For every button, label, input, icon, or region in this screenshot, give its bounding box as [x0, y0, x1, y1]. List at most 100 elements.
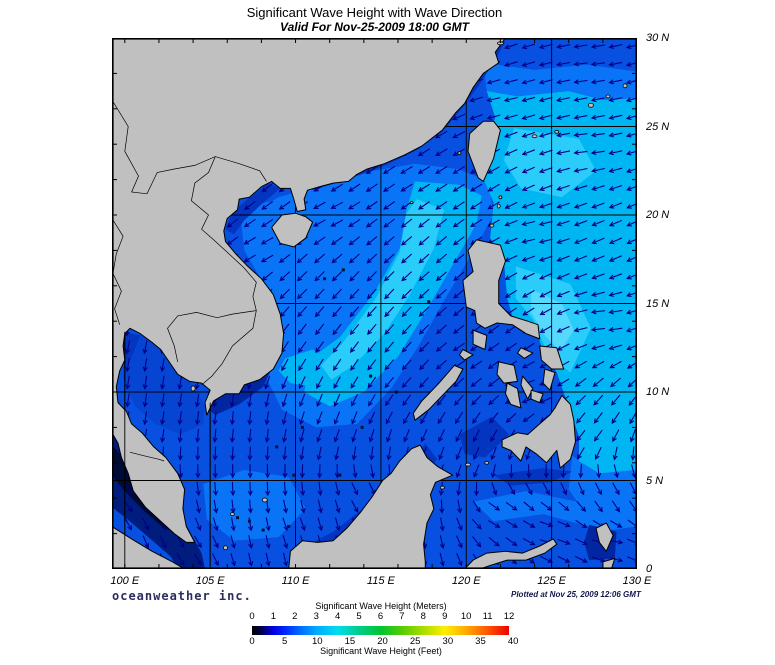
meters-tick: 4	[335, 611, 341, 622]
reef-speck	[360, 425, 364, 429]
small-island	[229, 512, 235, 517]
legend-title-meters: Significant Wave Height (Meters)	[315, 601, 447, 611]
meters-tick: 2	[292, 611, 298, 622]
reef-speck	[323, 277, 327, 281]
feet-tick: 25	[409, 636, 421, 647]
meters-tick: 0	[249, 611, 255, 622]
small-island	[484, 460, 490, 465]
sea-region-celebes-streak	[473, 491, 617, 529]
lat-label: 30 N	[646, 32, 670, 44]
lon-label: 115 E	[366, 575, 395, 587]
sea-region-tonkin-west-fringe	[225, 183, 281, 235]
country-border	[129, 451, 165, 462]
land-sumatra	[112, 526, 186, 569]
small-island	[457, 151, 462, 155]
reef-speck	[341, 268, 345, 272]
sea-region-pacific-light-band	[483, 62, 637, 100]
country-border	[191, 156, 257, 311]
land-negros	[505, 382, 522, 409]
lat-label: 15 N	[646, 297, 670, 310]
small-island	[223, 545, 228, 551]
page-title: Significant Wave Height with Wave Direct…	[246, 5, 503, 20]
land-panay	[496, 361, 518, 384]
country-border	[201, 310, 257, 386]
land-mindanao	[501, 395, 576, 469]
land-cebu	[520, 375, 534, 400]
meters-tick: 6	[377, 611, 384, 622]
lat-label: 5 N	[646, 474, 664, 487]
lon-label: 130 E	[622, 575, 652, 587]
reef-speck	[427, 300, 431, 304]
land-taiwan	[467, 120, 501, 182]
small-island	[409, 201, 414, 205]
land-luzon	[462, 239, 541, 340]
sea-region-gulf-thailand	[123, 331, 205, 435]
map-svg	[112, 38, 637, 569]
lon-label: 110 E	[281, 575, 310, 587]
meters-tick: 10	[460, 611, 472, 622]
map-plot	[112, 38, 637, 569]
lat-label: 20 N	[646, 209, 670, 221]
reef-speck	[235, 516, 239, 520]
small-island	[554, 129, 560, 134]
meters-tick: 9	[442, 611, 448, 622]
legend-title-feet: Significant Wave Height (Feet)	[320, 646, 442, 656]
small-island	[190, 385, 196, 392]
country-border	[112, 99, 267, 195]
sea-region-scs-cyan-blob-sw	[278, 349, 332, 387]
land-samar	[539, 345, 565, 370]
meters-tick: 3	[313, 611, 319, 622]
land-masbate	[517, 347, 534, 359]
lon-label: 105 E	[195, 575, 225, 587]
land-busuanga	[458, 349, 474, 361]
feet-tick: 30	[442, 636, 454, 647]
small-island	[496, 203, 501, 209]
valid-time-subtitle: Valid For Nov-25-2009 18:00 GMT	[280, 20, 469, 34]
lat-label: 10 N	[646, 386, 670, 398]
sea-region-pacific-bright-ne	[503, 128, 596, 198]
sea-region-scs-bright-core	[321, 199, 445, 380]
land-palawan	[412, 364, 464, 421]
lat-label: 0	[646, 563, 653, 575]
country-border	[167, 310, 257, 362]
land-mainland-asia	[112, 38, 506, 543]
land-halmahera-1	[595, 522, 614, 552]
small-island	[439, 485, 445, 490]
feet-tick: 35	[475, 636, 486, 647]
sea-region-sunda-light-patch	[203, 469, 306, 541]
meters-tick: 7	[399, 611, 405, 622]
land-mindoro	[472, 329, 488, 350]
meters-tick: 12	[503, 611, 515, 622]
lat-label: 25 N	[646, 120, 670, 133]
small-island	[498, 195, 503, 200]
feet-tick: 0	[249, 636, 255, 647]
feet-tick: 15	[344, 636, 356, 647]
small-island	[465, 462, 471, 467]
lon-label: 100 E	[110, 575, 140, 587]
meters-tick: 1	[270, 611, 277, 622]
reef-speck	[287, 525, 291, 529]
feet-tick: 10	[311, 636, 323, 647]
land-sulawesi	[464, 538, 558, 569]
reef-speck	[292, 473, 296, 477]
small-island	[531, 134, 538, 139]
feet-tick: 5	[281, 636, 288, 647]
plotted-at-timestamp: Plotted at Nov 25, 2009 12:06 GMT	[511, 590, 641, 599]
sea-region-pale-core-e-luzon	[531, 289, 574, 352]
lon-label: 120 E	[451, 575, 481, 587]
sea-region-mindanao-south-fringe	[493, 468, 573, 486]
reef-speck	[338, 473, 342, 477]
land-hainan	[271, 212, 314, 248]
land-borneo	[288, 444, 454, 569]
reef-speck	[275, 445, 279, 449]
small-island	[489, 223, 495, 228]
feet-tick: 20	[377, 636, 388, 647]
feet-tick: 40	[507, 636, 519, 647]
sea-region-gulf-nw-fringe	[121, 331, 141, 368]
oceanweather-logo: oceanweather inc.	[112, 589, 252, 603]
reef-speck	[261, 528, 265, 532]
land-bohol	[530, 389, 544, 404]
reef-speck	[369, 374, 373, 378]
meters-tick: 8	[420, 611, 426, 622]
small-island	[605, 94, 611, 99]
